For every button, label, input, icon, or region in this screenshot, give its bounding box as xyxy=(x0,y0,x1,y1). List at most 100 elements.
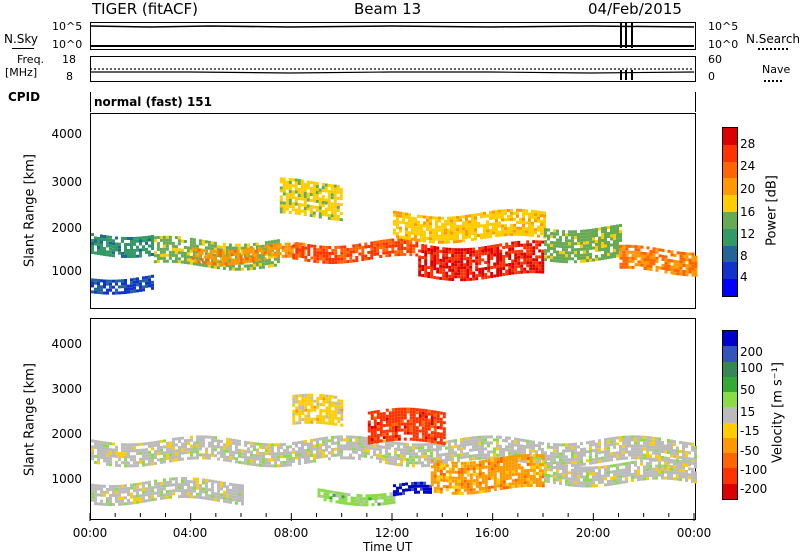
velocity-cbar-seg xyxy=(723,331,737,347)
velocity-band xyxy=(292,393,344,427)
x-tick-1600: 16:00 xyxy=(474,526,510,540)
velocity-cbar-tick: -15 xyxy=(740,424,760,438)
nsky-panel xyxy=(90,22,696,50)
power-ytick-3000: 3000 xyxy=(51,175,82,189)
velocity-cbar-seg xyxy=(723,468,737,484)
velocity-ytick-2000: 2000 xyxy=(51,427,82,441)
velocity-ylabel: Slant Range [km] xyxy=(22,363,38,476)
velocity-cbar-seg xyxy=(723,392,737,408)
power-cbar-seg xyxy=(723,178,737,196)
velocity-cbar-seg xyxy=(723,483,737,499)
x-axis-ticks xyxy=(89,513,695,521)
x-tick-2000: 20:00 xyxy=(575,526,611,540)
velocity-cbar-tick: 15 xyxy=(740,405,756,419)
power-colorbar xyxy=(722,127,738,297)
velocity-cbar-tick: -100 xyxy=(740,463,768,477)
power-band xyxy=(393,208,546,244)
velocity-cbar-seg xyxy=(723,361,737,377)
power-ylabel: Slant Range [km] xyxy=(22,154,38,267)
velocity-cbar-tick: 200 xyxy=(740,345,763,359)
velocity-cbar-seg xyxy=(723,453,737,469)
velocity-cbar-seg xyxy=(723,437,737,454)
velocity-ytick-1000: 1000 xyxy=(51,472,82,486)
nsky-label: N.Sky xyxy=(4,32,39,46)
velocity-ytick-3000: 3000 xyxy=(51,382,82,396)
freq-label: Freq. xyxy=(17,53,45,66)
freq-tick-high: 18 xyxy=(62,53,76,66)
cpid-label: CPID xyxy=(8,90,41,104)
power-cbar-seg xyxy=(723,195,737,212)
cpid-text: normal (fast) 151 xyxy=(94,95,212,109)
nave-tick-high: 60 xyxy=(708,53,722,66)
velocity-band xyxy=(430,453,545,495)
power-cbar-seg xyxy=(723,211,737,229)
velocity-plot-frame xyxy=(90,318,696,520)
velocity-cbar-label: Velocity [m s⁻¹] xyxy=(770,362,786,463)
velocity-cbar-seg xyxy=(723,376,737,393)
nsky-underline xyxy=(12,48,34,49)
velocity-cbar-tick: -200 xyxy=(740,482,768,496)
nsky-tick-high: 10^5 xyxy=(52,20,83,33)
power-band xyxy=(191,242,306,266)
power-cbar-tick: 24 xyxy=(740,159,756,173)
power-cbar-seg xyxy=(723,144,737,162)
velocity-cbar-seg xyxy=(723,407,737,423)
nsky-tick-low: 10^0 xyxy=(52,38,83,51)
velocity-cbar-tick: 50 xyxy=(740,383,756,397)
nave-dotted xyxy=(764,80,782,82)
x-tick-2400: 00:00 xyxy=(676,526,712,540)
power-cbar-tick: 4 xyxy=(740,270,748,284)
velocity-cbar-tick: -50 xyxy=(740,444,760,458)
freq-trace xyxy=(90,68,695,80)
nsky-trace xyxy=(89,22,695,48)
power-heatmap xyxy=(91,177,698,295)
power-band xyxy=(91,274,154,295)
power-band xyxy=(544,224,622,264)
power-plot-frame xyxy=(90,113,696,309)
nsearch-tick-high: 10^5 xyxy=(708,20,739,33)
power-cbar-label: Power [dB] xyxy=(764,175,780,246)
power-ytick-2000: 2000 xyxy=(51,221,82,235)
power-cbar-seg xyxy=(723,128,737,145)
velocity-ytick-4000: 4000 xyxy=(51,337,82,351)
power-cbar-seg xyxy=(723,228,737,246)
freq-unit-label: [MHz] xyxy=(5,66,38,79)
nsearch-tick-low: 10^0 xyxy=(708,38,739,51)
nsearch-dotted xyxy=(758,48,788,50)
cpid-panel xyxy=(90,92,696,112)
freq-tick-low: 8 xyxy=(66,70,73,83)
power-cbar-seg xyxy=(723,279,737,296)
power-band xyxy=(91,233,154,258)
power-band xyxy=(279,177,343,222)
velocity-cbar-seg xyxy=(723,422,737,438)
velocity-band xyxy=(367,407,446,446)
power-cbar-tick: 20 xyxy=(740,182,756,196)
power-cbar-seg xyxy=(723,262,737,280)
x-tick-0000: 00:00 xyxy=(72,526,108,540)
power-band xyxy=(292,238,419,264)
nave-label: Nave xyxy=(762,63,791,76)
date-title: 04/Feb/2015 xyxy=(588,0,682,18)
nsearch-label: N.Search xyxy=(746,32,800,46)
velocity-band xyxy=(544,458,697,488)
x-tick-0800: 08:00 xyxy=(273,526,309,540)
velocity-heatmap xyxy=(91,393,697,507)
radar-title: TIGER (fitACF) xyxy=(92,0,199,18)
power-band xyxy=(418,240,545,282)
nave-tick-low: 0 xyxy=(708,70,715,83)
x-tick-0400: 04:00 xyxy=(172,526,208,540)
velocity-colorbar xyxy=(722,330,738,500)
x-axis-label: Time UT xyxy=(363,540,413,554)
power-cbar-seg xyxy=(723,161,737,179)
power-ytick-1000: 1000 xyxy=(51,264,82,278)
power-cbar-tick: 8 xyxy=(740,249,748,263)
power-cbar-seg xyxy=(723,245,737,263)
power-ytick-4000: 4000 xyxy=(51,127,82,141)
velocity-cbar-tick: 100 xyxy=(740,361,763,375)
power-cbar-tick: 12 xyxy=(740,227,756,241)
velocity-band xyxy=(393,481,432,497)
velocity-band xyxy=(91,477,244,506)
power-band xyxy=(619,244,698,277)
x-tick-1200: 12:00 xyxy=(374,526,410,540)
velocity-cbar-seg xyxy=(723,346,737,362)
